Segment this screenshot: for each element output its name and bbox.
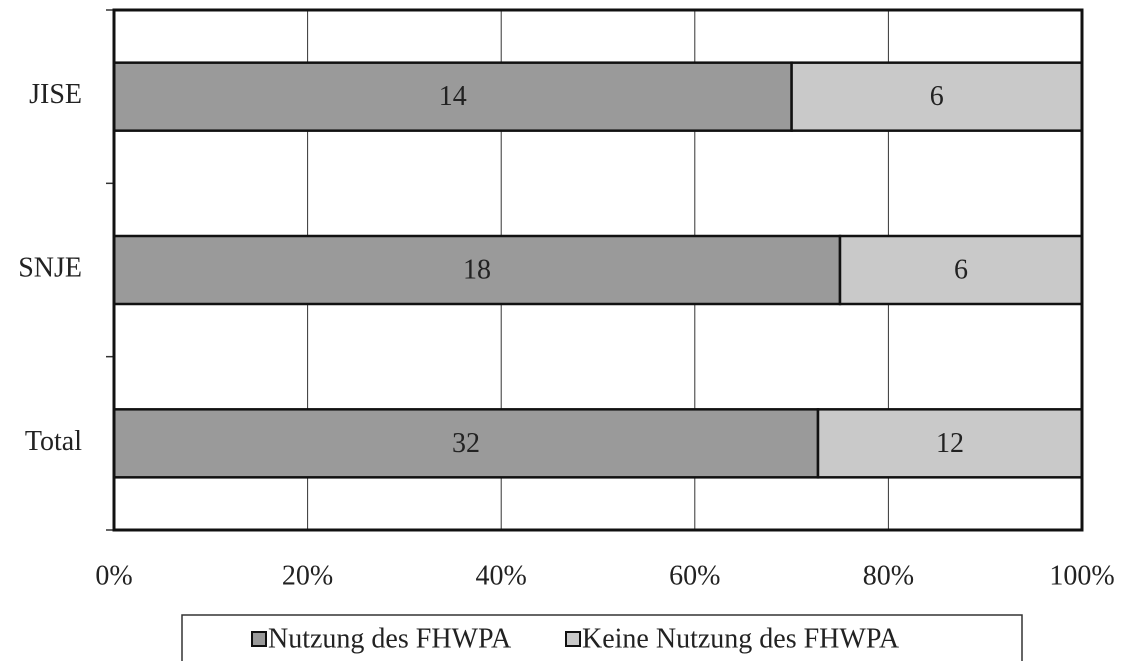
y-tick-label: JISE — [29, 79, 82, 110]
legend-label: Nutzung des FHWPA — [268, 623, 512, 654]
x-tick-label: 100% — [1049, 560, 1114, 591]
data-label: 12 — [936, 428, 964, 459]
bar-segment — [838, 234, 1084, 306]
x-tick-label: 0% — [95, 560, 132, 591]
data-label: 14 — [439, 81, 467, 112]
data-label: 6 — [954, 254, 968, 285]
legend-swatch — [565, 631, 581, 647]
bar-segment — [816, 408, 1084, 479]
legend-swatch — [251, 631, 267, 647]
x-tick-label: 60% — [669, 560, 720, 591]
data-label: 18 — [463, 254, 491, 285]
x-tick-label: 20% — [282, 560, 333, 591]
bar-segment — [790, 61, 1084, 132]
x-tick-label: 40% — [476, 560, 527, 591]
data-label: 32 — [452, 428, 480, 459]
data-label: 6 — [930, 81, 944, 112]
legend-box — [181, 614, 1023, 661]
x-tick-label: 80% — [863, 560, 914, 591]
y-tick-label: Total — [25, 426, 82, 457]
legend-label: Keine Nutzung des FHWPA — [582, 623, 900, 654]
plot-border — [112, 8, 1084, 532]
y-tick-label: SNJE — [18, 252, 82, 283]
